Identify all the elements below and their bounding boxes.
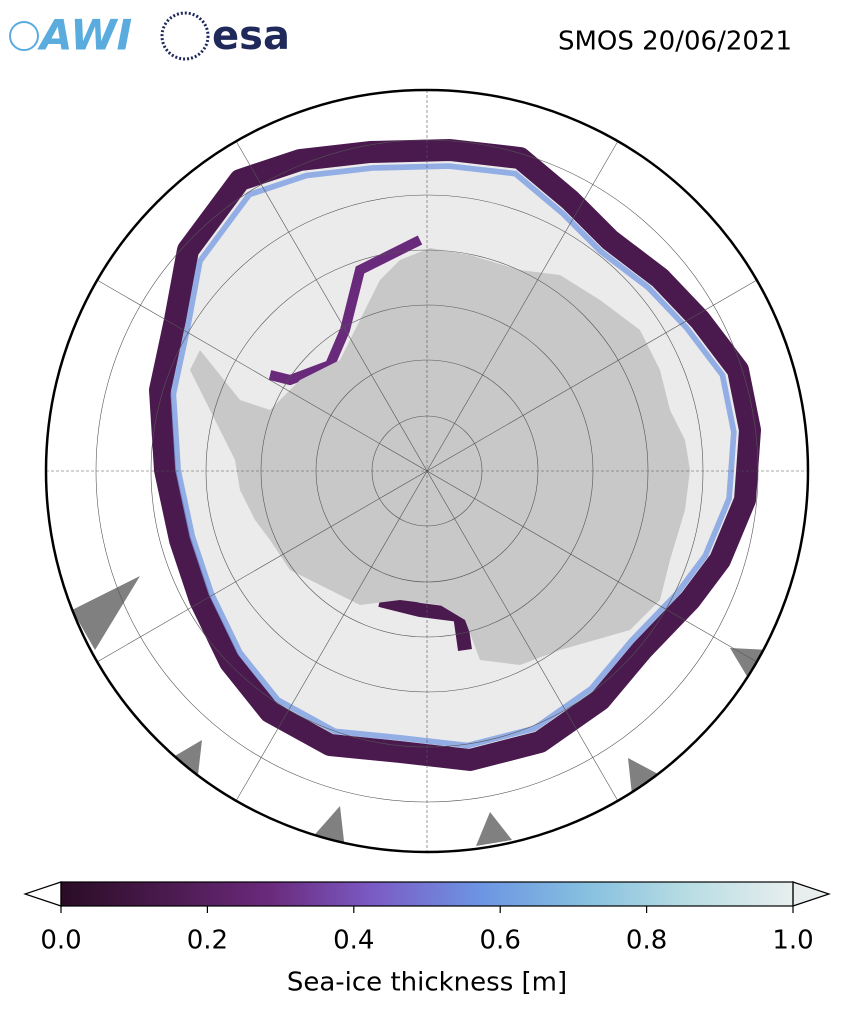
sea-ice-band [170, 163, 737, 749]
colorbar-extend-max [792, 881, 831, 907]
colorbar-label: Sea-ice thickness [m] [287, 968, 567, 998]
colorbar-tick-label: 0.4 [333, 926, 374, 956]
colorbar-tick-label: 0.0 [40, 926, 81, 956]
logos: AWI esa [9, 11, 290, 61]
colorbar-tick-label: 0.2 [187, 926, 228, 956]
colorbar-tick-label: 0.8 [626, 926, 667, 956]
colorbar-tick-label: 0.6 [480, 926, 521, 956]
title: SMOS 20/06/2021 [558, 27, 792, 57]
colorbar: 0.0 0.2 0.4 0.6 0.8 1.0 [23, 881, 831, 956]
antarctica [190, 248, 690, 665]
graticule [46, 90, 808, 852]
esa-logo: esa [212, 13, 290, 59]
esa-mark [160, 11, 210, 61]
ross-polynya [268, 235, 423, 386]
colorbar-ramp [61, 882, 793, 906]
awi-logo: AWI [37, 11, 132, 60]
awi-globe [9, 21, 39, 51]
map [46, 90, 808, 852]
map-boundary [44, 88, 810, 854]
weddell-edge [378, 593, 472, 651]
colorbar-frame [60, 881, 794, 907]
colorbar-tick-label: 1.0 [772, 926, 813, 956]
colorbar-extend-min [23, 881, 62, 907]
